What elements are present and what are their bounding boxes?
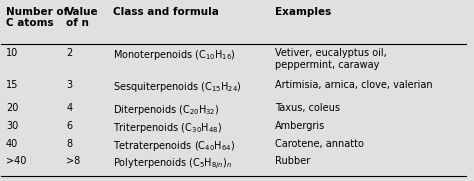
Text: Taxus, coleus: Taxus, coleus bbox=[275, 103, 340, 113]
Text: >40: >40 bbox=[6, 156, 27, 167]
Text: Tetraterpenoids (C$_{40}$H$_{64}$): Tetraterpenoids (C$_{40}$H$_{64}$) bbox=[113, 139, 235, 153]
Text: 8: 8 bbox=[66, 139, 73, 149]
Text: 3: 3 bbox=[66, 80, 73, 90]
Text: >8: >8 bbox=[66, 156, 81, 167]
Text: 40: 40 bbox=[6, 139, 18, 149]
Text: 6: 6 bbox=[66, 121, 73, 131]
Text: Vetiver, eucalyptus oil,
peppermint, caraway: Vetiver, eucalyptus oil, peppermint, car… bbox=[275, 48, 387, 70]
Text: Diterpenoids (C$_{20}$H$_{32}$): Diterpenoids (C$_{20}$H$_{32}$) bbox=[113, 103, 219, 117]
Text: Sesquiterpenoids (C$_{15}$H$_{24}$): Sesquiterpenoids (C$_{15}$H$_{24}$) bbox=[113, 80, 241, 94]
Text: Class and formula: Class and formula bbox=[113, 7, 219, 17]
Text: 20: 20 bbox=[6, 103, 18, 113]
Text: 4: 4 bbox=[66, 103, 73, 113]
Text: 2: 2 bbox=[66, 48, 73, 58]
Text: Polyterpenoids (C$_5$H$_{8/n}$)$_n$: Polyterpenoids (C$_5$H$_{8/n}$)$_n$ bbox=[113, 156, 232, 172]
Text: 30: 30 bbox=[6, 121, 18, 131]
Text: Monoterpenoids (C$_{10}$H$_{16}$): Monoterpenoids (C$_{10}$H$_{16}$) bbox=[113, 48, 236, 62]
Text: 15: 15 bbox=[6, 80, 18, 90]
Text: Triterpenoids (C$_{30}$H$_{48}$): Triterpenoids (C$_{30}$H$_{48}$) bbox=[113, 121, 222, 135]
Text: 10: 10 bbox=[6, 48, 18, 58]
Text: Number of
C atoms: Number of C atoms bbox=[6, 7, 68, 28]
Text: Value
of n: Value of n bbox=[66, 7, 99, 28]
Text: Carotene, annatto: Carotene, annatto bbox=[275, 139, 364, 149]
Text: Examples: Examples bbox=[275, 7, 331, 17]
Text: Artimisia, arnica, clove, valerian: Artimisia, arnica, clove, valerian bbox=[275, 80, 433, 90]
Text: Ambergris: Ambergris bbox=[275, 121, 326, 131]
Text: Rubber: Rubber bbox=[275, 156, 310, 167]
